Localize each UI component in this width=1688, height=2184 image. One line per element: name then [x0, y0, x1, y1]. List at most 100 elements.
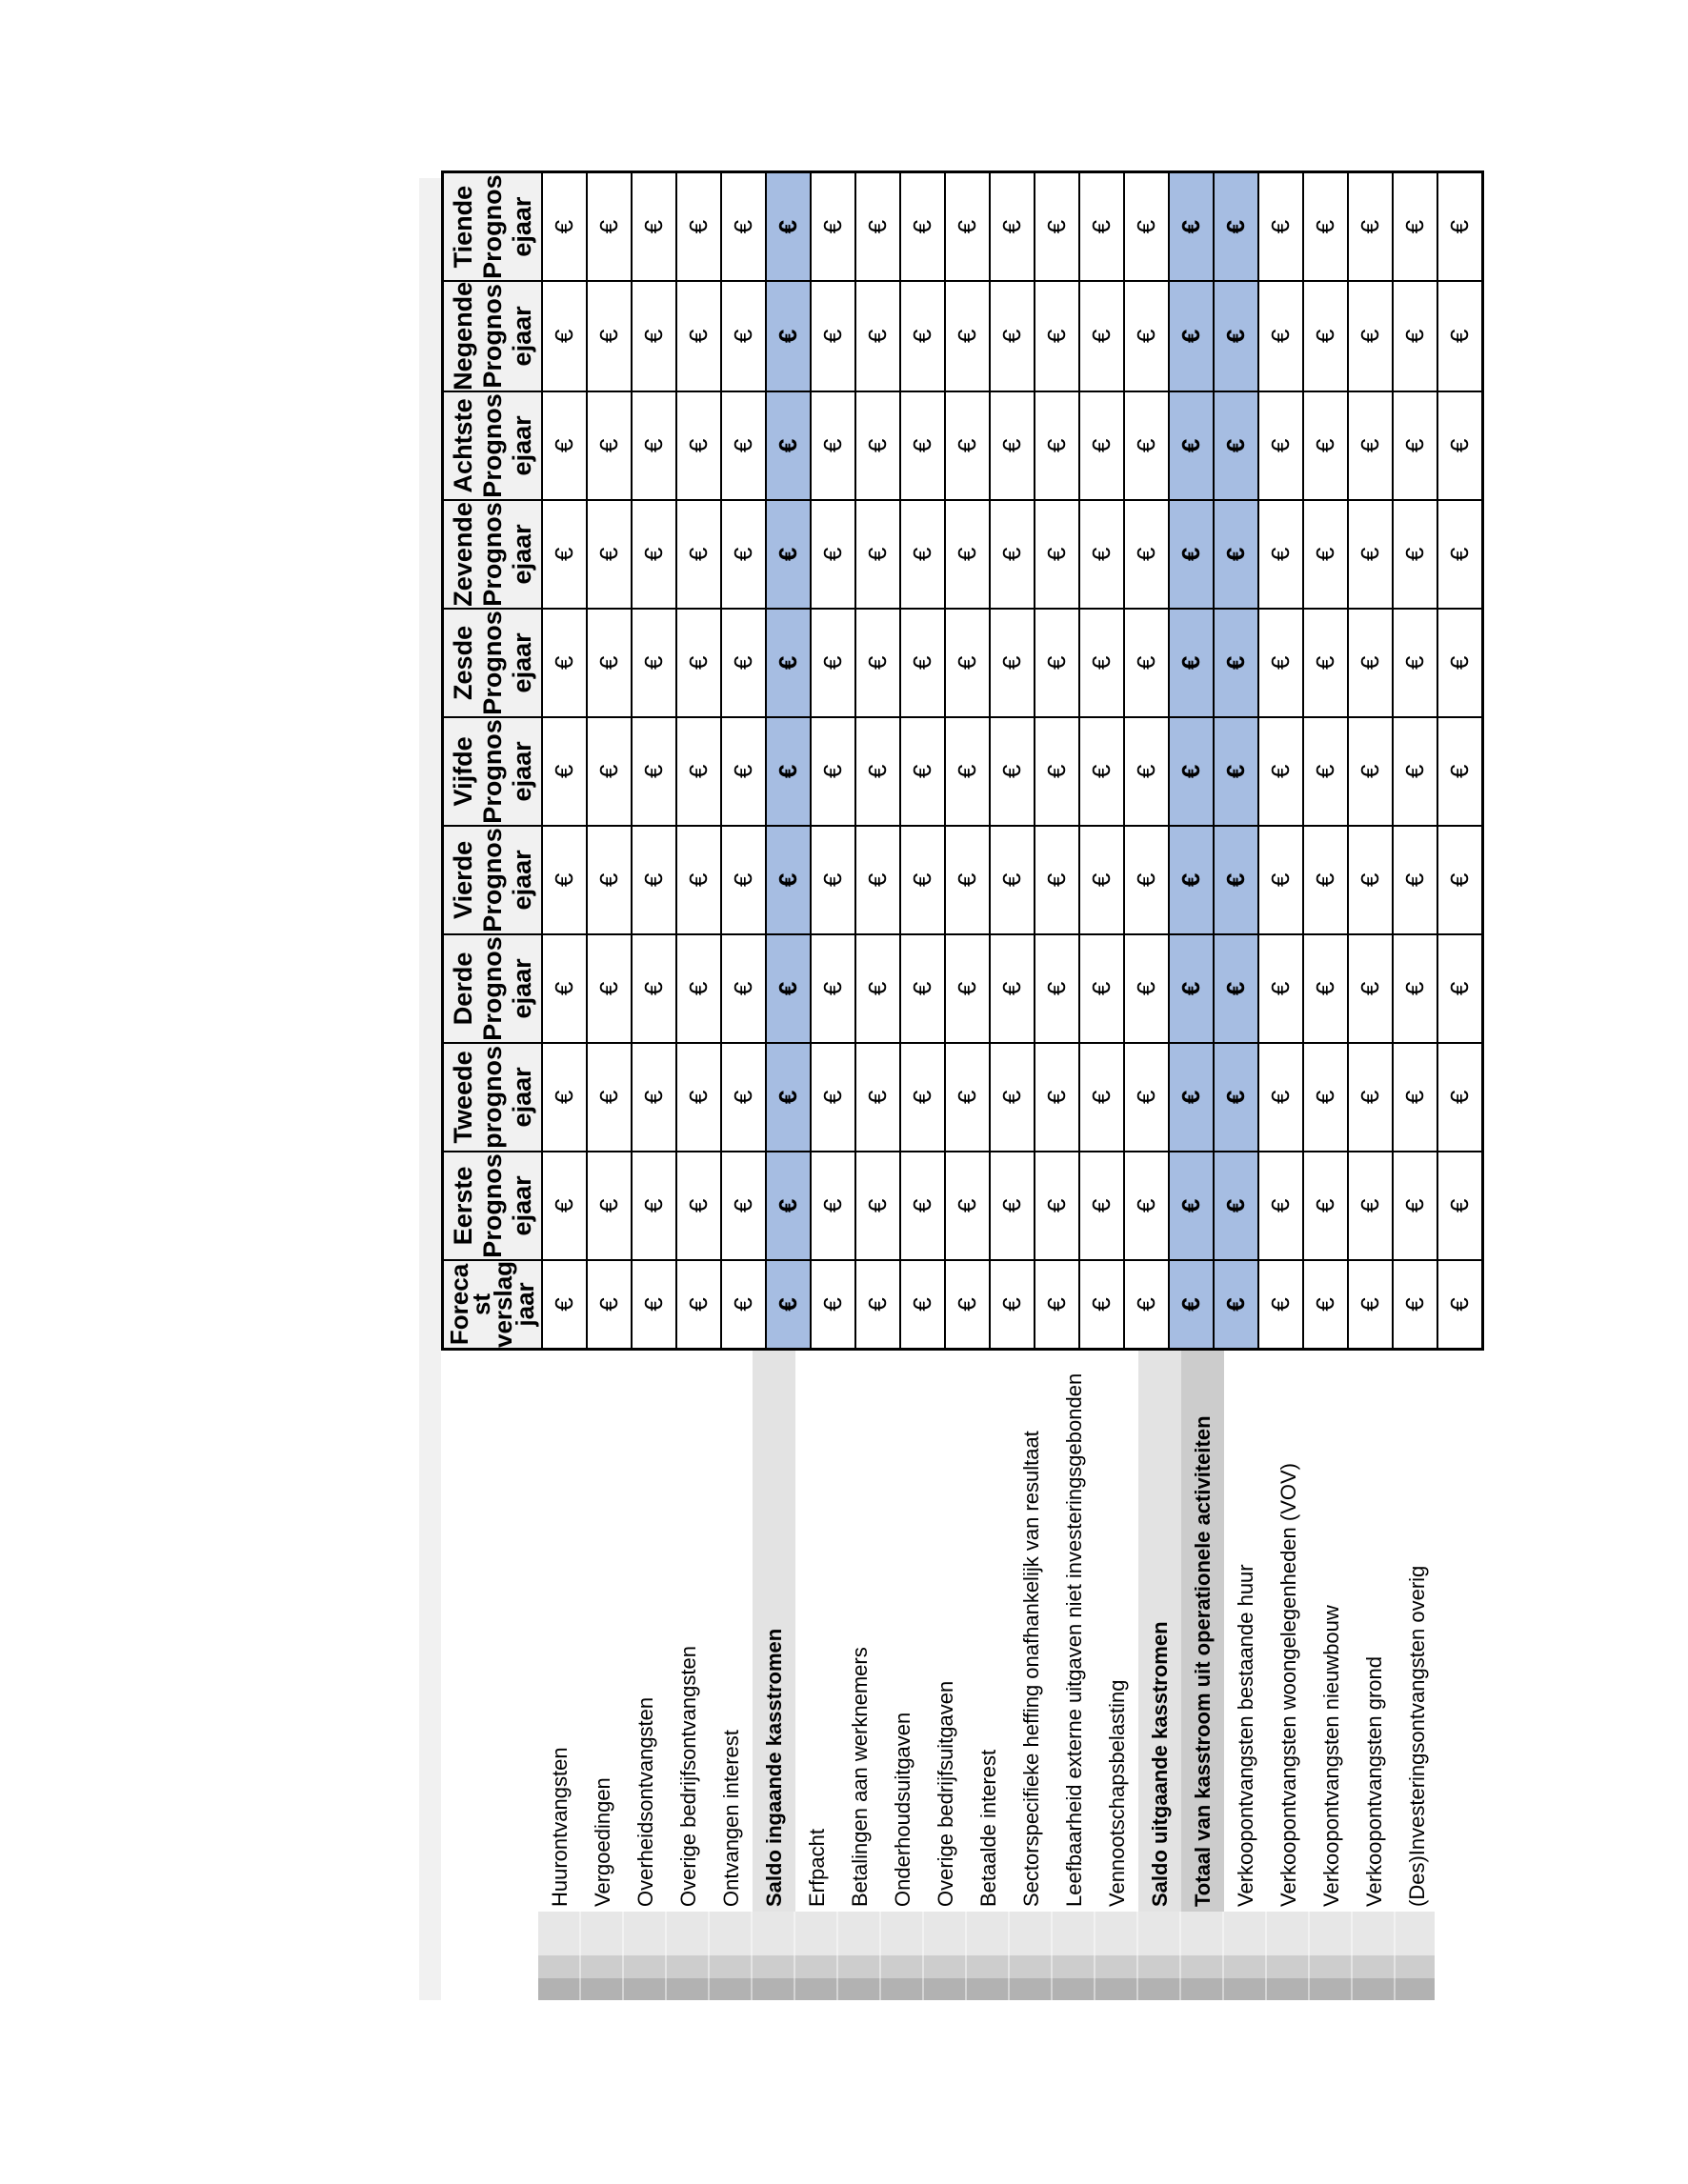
row-label: Overige bedrijfsuitgaven — [933, 1680, 957, 1907]
row-label: Verkoopontvangsten grond — [1361, 1656, 1386, 1907]
amount-cell: € — [1214, 171, 1258, 281]
amount-cell: € — [721, 933, 766, 1043]
amount-cell: € — [1124, 1151, 1169, 1260]
row-label-band: Leefbaarheid externe uitgaven niet inves… — [1053, 1351, 1095, 1912]
amount-cell: € — [1169, 1259, 1214, 1350]
amount-cell: € — [1258, 933, 1303, 1043]
amount-cell: € — [587, 391, 632, 500]
amount-cell: € — [990, 1042, 1035, 1152]
amount-cell: € — [1035, 825, 1079, 934]
amount-cell: € — [1348, 171, 1393, 281]
row-label-band: Vennootschapsbelasting — [1095, 1351, 1138, 1912]
table-row: € € € € € € € € € € € — [1035, 171, 1079, 1350]
year-column-header: Tiende Prognos ejaar — [442, 171, 542, 281]
year-column-header: Achtste Prognos ejaar — [442, 391, 542, 500]
amount-cell: € — [990, 1259, 1035, 1350]
amount-cell: € — [1169, 608, 1214, 717]
amount-cell: € — [1348, 1042, 1393, 1152]
amount-cell: € — [900, 1259, 945, 1350]
amount-cell: € — [1079, 499, 1124, 609]
amount-cell: € — [676, 933, 721, 1043]
amount-cell: € — [855, 1042, 900, 1152]
amount-cell: € — [1035, 716, 1079, 826]
amount-cell: € — [1124, 499, 1169, 609]
amount-cell: € — [1303, 499, 1348, 609]
amount-cell: € — [632, 391, 676, 500]
amount-cell: € — [1169, 825, 1214, 934]
amount-cell: € — [542, 391, 587, 500]
amount-cell: € — [945, 280, 990, 391]
table-row: € € € € € € € € € € € — [676, 171, 721, 1350]
amount-cell: € — [1437, 716, 1483, 826]
amount-cell: € — [1124, 933, 1169, 1043]
amount-cell: € — [1035, 608, 1079, 717]
amount-cell: € — [542, 825, 587, 934]
year-column-header: Zesde Prognos ejaar — [442, 608, 542, 717]
amount-cell: € — [1169, 280, 1214, 391]
row-label: Overheidsontvangsten — [633, 1696, 657, 1907]
amount-cell: € — [1258, 391, 1303, 500]
year-column-header: Foreca st verslag jaar — [442, 1259, 542, 1350]
amount-cell: € — [1035, 933, 1079, 1043]
amount-cell: € — [990, 171, 1035, 281]
table-row: € € € € € € € € € € € — [632, 171, 676, 1350]
side-shadow-band-light — [538, 1912, 1435, 1955]
row-label-band: Overige bedrijfsontvangsten — [667, 1351, 710, 1912]
amount-cell: € — [855, 825, 900, 934]
amount-cell: € — [1348, 391, 1393, 500]
row-label: Huurontvangsten — [547, 1747, 572, 1907]
amount-cell: € — [990, 608, 1035, 717]
table-row: € € € € € € € € € € € — [1214, 171, 1258, 1350]
amount-cell: € — [676, 1151, 721, 1260]
amount-cell: € — [990, 716, 1035, 826]
amount-cell: € — [1124, 171, 1169, 281]
amount-cell: € — [542, 716, 587, 826]
table-row: € € € € € € € € € € € — [1348, 171, 1393, 1350]
row-label-band: Betaalde interest — [967, 1351, 1010, 1912]
amount-cell: € — [855, 280, 900, 391]
amount-cell: € — [1214, 1259, 1258, 1350]
amount-cell: € — [1348, 608, 1393, 717]
amount-cell: € — [632, 825, 676, 934]
amount-cell: € — [1393, 171, 1437, 281]
amount-cell: € — [1214, 608, 1258, 717]
row-label-band: Totaal van kasstroom uit operationele ac… — [1181, 1351, 1224, 1912]
amount-cell: € — [1035, 171, 1079, 281]
table-row: € € € € € € € € € € € — [855, 171, 900, 1350]
amount-cell: € — [1214, 933, 1258, 1043]
amount-cell: € — [1303, 391, 1348, 500]
amount-cell: € — [587, 933, 632, 1043]
amount-cell: € — [855, 716, 900, 826]
table-row: € € € € € € € € € € € — [1169, 171, 1214, 1350]
row-label: Saldo uitgaande kasstromen — [1147, 1621, 1172, 1907]
amount-cell: € — [1124, 1259, 1169, 1350]
amount-cell: € — [721, 1259, 766, 1350]
amount-cell: € — [1214, 391, 1258, 500]
amount-cell: € — [900, 1151, 945, 1260]
year-column-header: Vijfde Prognos ejaar — [442, 716, 542, 826]
amount-cell: € — [632, 280, 676, 391]
amount-cell: € — [1035, 499, 1079, 609]
amount-cell: € — [900, 391, 945, 500]
amount-cell: € — [1437, 391, 1483, 500]
amount-cell: € — [766, 1042, 811, 1152]
amount-cell: € — [900, 171, 945, 281]
side-shadow-band-mid — [538, 1955, 1435, 1978]
amount-cell: € — [542, 1259, 587, 1350]
amount-cell: € — [1035, 1151, 1079, 1260]
amount-cell: € — [1437, 825, 1483, 934]
amount-cell: € — [632, 499, 676, 609]
amount-cell: € — [1393, 825, 1437, 934]
amount-cell: € — [587, 280, 632, 391]
amount-cell: € — [1035, 1259, 1079, 1350]
row-label: Totaal van kasstroom uit operationele ac… — [1190, 1415, 1215, 1907]
amount-cell: € — [721, 825, 766, 934]
amount-cell: € — [945, 933, 990, 1043]
amount-cell: € — [1303, 933, 1348, 1043]
amount-cell: € — [1303, 825, 1348, 934]
year-column-header: Negende Prognos ejaar — [442, 280, 542, 391]
row-label-band: Verkoopontvangsten woongelegenheden (VOV… — [1267, 1351, 1310, 1912]
row-label-band: Huurontvangsten — [538, 1351, 581, 1912]
row-label: Verkoopontvangsten woongelegenheden (VOV… — [1276, 1462, 1300, 1907]
side-shadow-band-dark — [538, 1978, 1435, 2000]
